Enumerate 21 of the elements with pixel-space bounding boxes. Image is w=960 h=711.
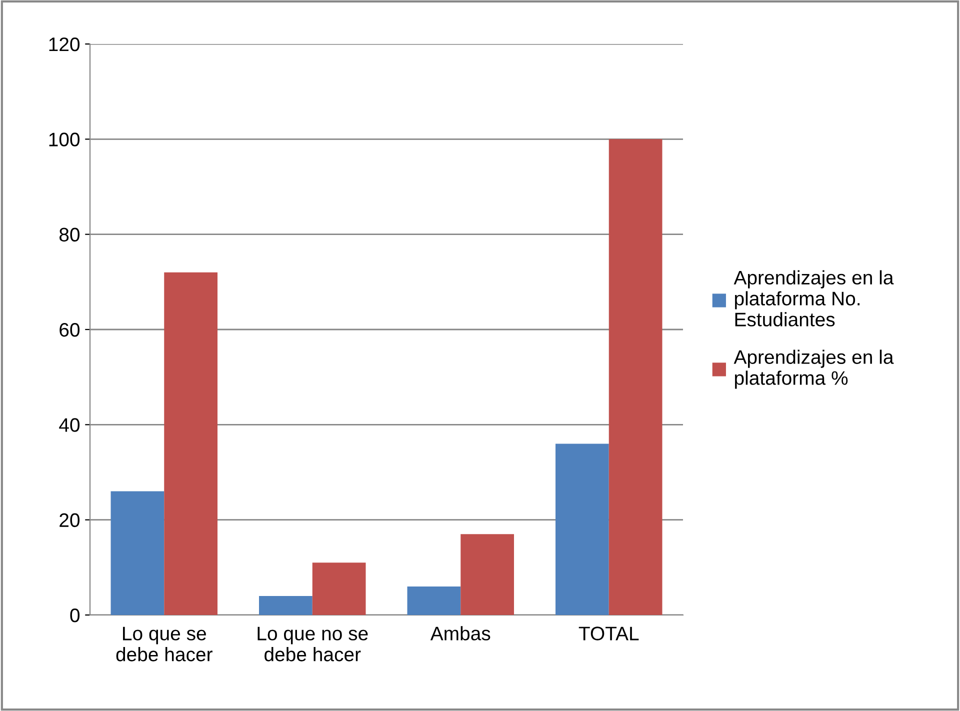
y-tick-label: 60 xyxy=(60,322,80,337)
bar xyxy=(259,596,312,615)
y-tick-label: 0 xyxy=(70,608,80,622)
legend-label: Aprendizajes en la plataforma % xyxy=(734,350,894,389)
bar xyxy=(460,534,514,615)
x-tick-label: Lo que se debe hacer xyxy=(116,626,212,662)
x-tick-label: Lo que no se debe hacer xyxy=(258,626,368,662)
bar xyxy=(164,272,218,615)
x-tick-label: Ambas xyxy=(430,626,490,640)
bar xyxy=(312,562,366,615)
legend-label: Aprendizajes en la plataforma No. Estudiantes xyxy=(734,270,894,326)
y-tick-label: 40 xyxy=(59,418,80,432)
y-tick-label: 20 xyxy=(60,513,80,528)
y-tick-label: 120 xyxy=(49,37,80,52)
y-tick-label: 80 xyxy=(59,228,80,242)
y-tick-label: 100 xyxy=(49,132,80,146)
x-tick-label: TOTAL xyxy=(578,626,639,640)
bar xyxy=(407,586,461,615)
bar xyxy=(608,139,662,615)
bar xyxy=(110,491,164,615)
bar xyxy=(556,444,609,615)
